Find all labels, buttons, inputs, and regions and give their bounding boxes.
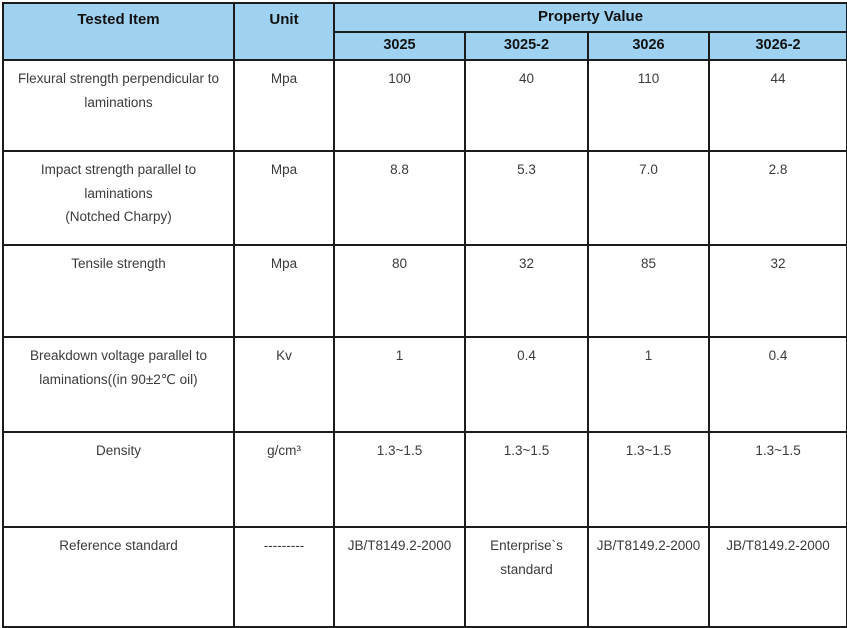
- item-cell: Reference standard: [2, 526, 235, 628]
- value-cell: 110: [587, 59, 710, 152]
- header-grade-3025: 3025: [333, 31, 466, 61]
- header-row-main: Tested Item Unit Property Value: [2, 2, 847, 61]
- table-header: Tested Item Unit Property Value 3025 302…: [2, 2, 847, 61]
- value-cell: 2.8: [707, 150, 847, 246]
- value-cell: JB/T8149.2-2000: [333, 526, 466, 628]
- header-unit: Unit: [233, 2, 335, 61]
- item-cell: Flexural strength perpendicular to lamin…: [2, 59, 235, 152]
- value-cell: Enterprise`s standard: [464, 526, 589, 628]
- unit-cell: ---------: [233, 526, 335, 628]
- value-cell: JB/T8149.2-2000: [587, 526, 710, 628]
- value-cell: 0.4: [464, 336, 589, 433]
- header-grade-3026: 3026: [587, 31, 710, 61]
- unit-cell: g/cm³: [233, 431, 335, 528]
- value-cell: 1.3~1.5: [707, 431, 847, 528]
- value-cell: JB/T8149.2-2000: [707, 526, 847, 628]
- table-body: Flexural strength perpendicular to lamin…: [2, 59, 847, 628]
- value-cell: 5.3: [464, 150, 589, 246]
- unit-cell: Mpa: [233, 59, 335, 152]
- value-cell: 1: [333, 336, 466, 433]
- header-tested-item: Tested Item: [2, 2, 235, 61]
- value-cell: 1.3~1.5: [464, 431, 589, 528]
- value-cell: 8.8: [333, 150, 466, 246]
- header-property-value: Property Value: [332, 2, 847, 33]
- value-cell: 85: [587, 244, 710, 338]
- item-cell: Tensile strength: [2, 244, 235, 338]
- item-cell: Breakdown voltage parallel to lamination…: [2, 336, 235, 433]
- table-row-tensile-strength: Tensile strength Mpa 80 32 85 32: [2, 244, 847, 338]
- item-cell: Impact strength parallel to laminations …: [2, 150, 235, 246]
- header-grade-3025-2: 3025-2: [464, 31, 589, 61]
- table-row-reference-standard: Reference standard --------- JB/T8149.2-…: [2, 526, 847, 628]
- value-cell: 32: [707, 244, 847, 338]
- table-row-impact-strength: Impact strength parallel to laminations …: [2, 150, 847, 246]
- value-cell: 7.0: [587, 150, 710, 246]
- unit-cell: Mpa: [233, 150, 335, 246]
- header-grade-3026-2: 3026-2: [707, 31, 847, 61]
- item-cell: Density: [2, 431, 235, 528]
- value-cell: 32: [464, 244, 589, 338]
- table-row-density: Density g/cm³ 1.3~1.5 1.3~1.5 1.3~1.5 1.…: [2, 431, 847, 528]
- unit-cell: Mpa: [233, 244, 335, 338]
- value-cell: 100: [333, 59, 466, 152]
- table-row-breakdown-voltage: Breakdown voltage parallel to lamination…: [2, 336, 847, 433]
- table-row-flexural-strength: Flexural strength perpendicular to lamin…: [2, 59, 847, 152]
- value-cell: 0.4: [707, 336, 847, 433]
- unit-cell: Kv: [233, 336, 335, 433]
- value-cell: 80: [333, 244, 466, 338]
- value-cell: 44: [707, 59, 847, 152]
- value-cell: 1.3~1.5: [587, 431, 710, 528]
- header-row-grades: 3025 3025-2 3026 3026-2: [3, 31, 847, 61]
- value-cell: 1: [587, 336, 710, 433]
- value-cell: 1.3~1.5: [333, 431, 466, 528]
- value-cell: 40: [464, 59, 589, 152]
